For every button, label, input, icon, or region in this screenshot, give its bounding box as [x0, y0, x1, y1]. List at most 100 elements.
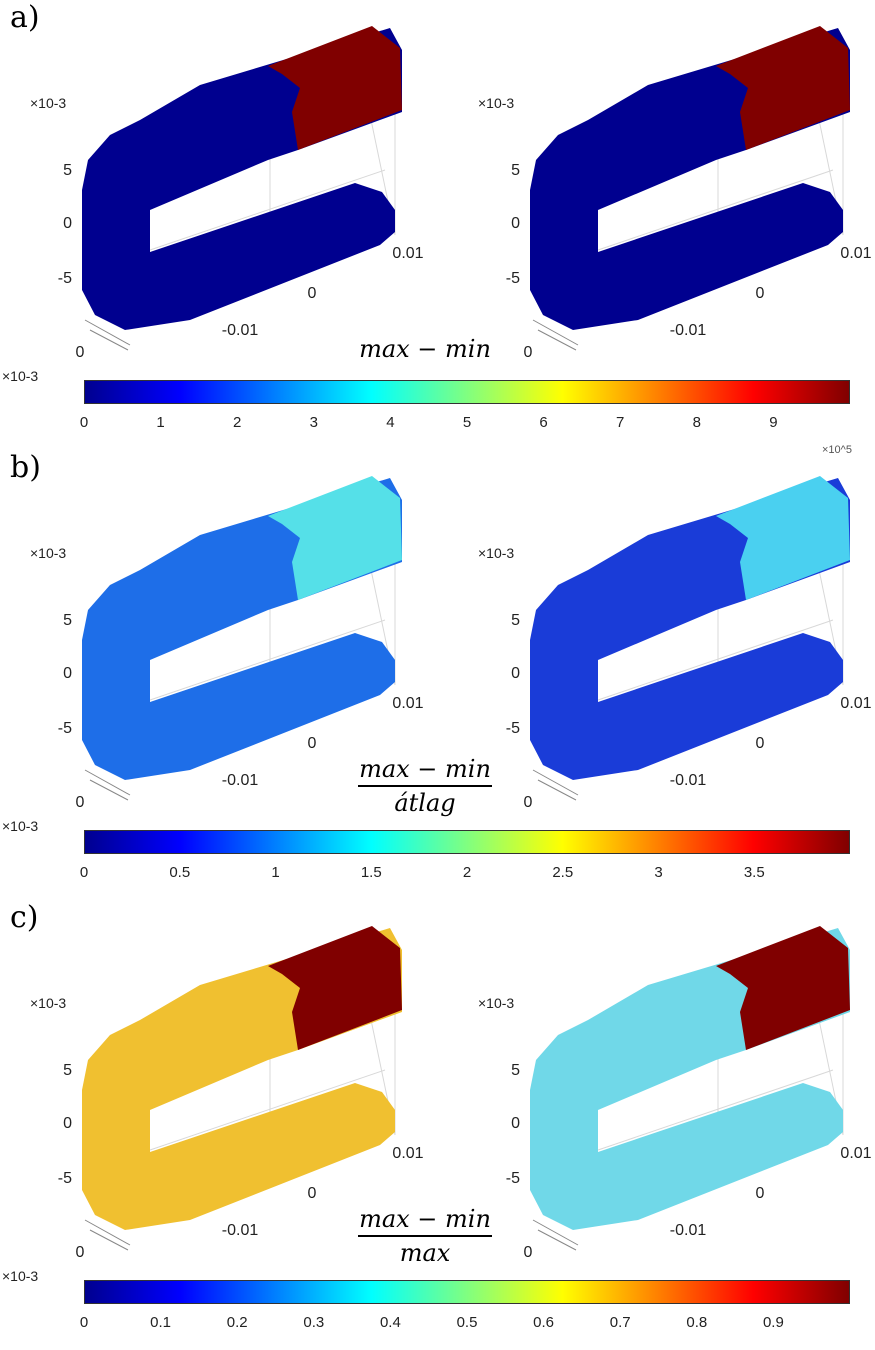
- colorbar-tick-label: 0: [79, 864, 89, 881]
- colorbar-tick-label: 6: [539, 414, 548, 431]
- z-tick-label: 0: [63, 1115, 72, 1132]
- colorbar-tick-label: 0.8: [686, 1314, 708, 1331]
- core-view-left: ×10-3 5 0 -5 0.01 0 -0.01 0: [30, 26, 424, 361]
- formula-denominator: max: [399, 1239, 451, 1267]
- core-tip-region: [268, 476, 402, 600]
- surface-plots: ×10-3 5 0 -5 0.01 0 -0.01 0 ×10-3 5 0 -5 0.01 0 -0.01 0: [30, 26, 872, 361]
- colorbar-tick-label: 4: [386, 414, 395, 431]
- core-view-right: ×10-3 5 0 -5 0.01 0 -0.01 0: [478, 476, 872, 811]
- colorbar-tick-label: 0.5: [169, 864, 191, 881]
- formula-numerator: max − min: [359, 1205, 491, 1233]
- x-tick-label: 0: [756, 1185, 765, 1202]
- colorbar-tick-label: 0.4: [379, 1314, 401, 1331]
- colorbar-ticks: 0 1 2 3 4 5 6 7 8 9: [80, 414, 850, 434]
- colorbar-tick-label: 0.9: [762, 1314, 784, 1331]
- core-view-right: ×10-3 5 0 -5 0.01 0 -0.01 0: [478, 926, 872, 1261]
- colorbar-tick-label: 3: [309, 414, 318, 431]
- y-tick-label: 0: [524, 344, 533, 361]
- y-tick-label: 0: [76, 344, 85, 361]
- z-tick-label: -5: [506, 720, 520, 737]
- x-tick-label: 0.01: [392, 695, 423, 712]
- colorbar: [84, 1280, 850, 1304]
- colorbar-tick-label: 0.2: [226, 1314, 248, 1331]
- colorbar-tick-label: 3.5: [743, 864, 765, 881]
- y-tick-label: 0: [76, 1244, 85, 1261]
- x-tick-label: 0.01: [840, 245, 871, 262]
- x-tick-label: 0: [308, 735, 317, 752]
- z-tick-label: 5: [63, 612, 72, 629]
- z-tick-label: -5: [58, 1170, 72, 1187]
- fraction-bar: [358, 785, 492, 787]
- colorbar-multiplier: ×10-3: [2, 1268, 39, 1284]
- colorbar-tick-label: 0.7: [609, 1314, 631, 1331]
- z-tick-label: 5: [63, 162, 72, 179]
- formula: max − min: [352, 335, 498, 363]
- colorbar-multiplier: ×10-3: [2, 368, 39, 384]
- colorbar-tick-label: 1.5: [360, 864, 382, 881]
- formula-numerator: max − min: [359, 755, 491, 783]
- colorbar-tick-label: 0.6: [533, 1314, 555, 1331]
- z-tick-label: -5: [58, 270, 72, 287]
- z-multiplier: ×10-3: [30, 95, 66, 111]
- panel-b: ×10-3 5 0 -5 0.01 0 -0.01 0 ×10-3 5 0 -5 0.01 0 -0.01 0…: [0, 444, 875, 900]
- surface-plots: ×10-3 5 0 -5 0.01 0 -0.01 0 ×10-3 5 0 -5 0.01 0 -0.01 0: [30, 476, 872, 811]
- z-tick-label: -5: [506, 270, 520, 287]
- x-tick-label: 0: [756, 735, 765, 752]
- colorbar-tick-label: 2: [462, 864, 472, 881]
- z-tick-label: -5: [58, 720, 72, 737]
- z-multiplier: ×10-3: [30, 995, 66, 1011]
- formula-denominator: átlag: [394, 789, 456, 817]
- z-multiplier: ×10-3: [478, 995, 514, 1011]
- formula: max − min átlag: [352, 755, 498, 817]
- z-tick-label: 0: [63, 215, 72, 232]
- colorbar-tick-label: 0.1: [150, 1314, 172, 1331]
- z-tick-label: 5: [511, 612, 520, 629]
- z-tick-label: 5: [63, 1062, 72, 1079]
- colorbar-multiplier: ×10-3: [2, 818, 39, 834]
- z-tick-label: 0: [63, 665, 72, 682]
- colorbar-tick-label: 0: [79, 414, 89, 431]
- formula: max − min max: [352, 1205, 498, 1267]
- panel-c: ×10-3 5 0 -5 0.01 0 -0.01 0 ×10-3 5 0 -5 0.01 0 -0.01 0…: [0, 900, 875, 1350]
- formula-numerator: max − min: [359, 335, 491, 363]
- x-tick-label: 0.01: [840, 1145, 871, 1162]
- core-view-right: ×10-3 5 0 -5 0.01 0 -0.01 0: [478, 26, 872, 361]
- x-tick-label: 0: [756, 285, 765, 302]
- core-tip-region: [268, 26, 402, 150]
- panel-label: a): [10, 0, 40, 35]
- colorbar-tick-label: 3: [654, 864, 663, 881]
- colorbar-tick-label: 2: [233, 414, 242, 431]
- z-tick-label: 5: [511, 162, 520, 179]
- x-tick-label: 0.01: [392, 245, 423, 262]
- z-tick-label: 0: [511, 665, 520, 682]
- z-multiplier: ×10-3: [30, 545, 66, 561]
- colorbar-ticks: 0 0.5 1 1.5 2 2.5 3 3.5: [80, 864, 850, 884]
- x-tick-label: -0.01: [670, 1222, 707, 1239]
- colorbar-tick-label: 5: [462, 414, 472, 431]
- x-tick-label: 0: [308, 285, 317, 302]
- z-multiplier: ×10-3: [478, 95, 514, 111]
- x-tick-label: 0: [308, 1185, 317, 1202]
- core-view-left: ×10-3 5 0 -5 0.01 0 -0.01 0: [30, 476, 424, 811]
- colorbar-tick-label: 0: [79, 1314, 89, 1331]
- colorbar-corner-label: ×10^5: [822, 444, 852, 456]
- x-tick-label: 0.01: [840, 695, 871, 712]
- core-tip-region: [268, 926, 402, 1050]
- y-tick-label: 0: [524, 794, 533, 811]
- y-tick-label: 0: [524, 1244, 533, 1261]
- core-tip-region: [716, 926, 850, 1050]
- panel-a: ×10-3 5 0 -5 0.01 0 -0.01 0 ×10-3 5 0 -5 0.01 0 -0.01 0…: [0, 0, 875, 450]
- colorbar-tick-label: 8: [692, 414, 701, 431]
- z-tick-label: 0: [511, 1115, 520, 1132]
- colorbar-tick-label: 0.3: [303, 1314, 325, 1331]
- y-tick-label: 0: [76, 794, 85, 811]
- panel-label: c): [10, 900, 39, 935]
- x-tick-label: -0.01: [670, 322, 707, 339]
- colorbar-tick-label: 2.5: [552, 864, 574, 881]
- colorbar-tick-label: 1: [271, 864, 280, 881]
- z-multiplier: ×10-3: [478, 545, 514, 561]
- core-view-left: ×10-3 5 0 -5 0.01 0 -0.01 0: [30, 926, 424, 1261]
- colorbar-tick-label: 1: [156, 414, 165, 431]
- panel-label: b): [10, 450, 41, 485]
- surface-plots: ×10-3 5 0 -5 0.01 0 -0.01 0 ×10-3 5 0 -5 0.01 0 -0.01 0: [30, 926, 872, 1261]
